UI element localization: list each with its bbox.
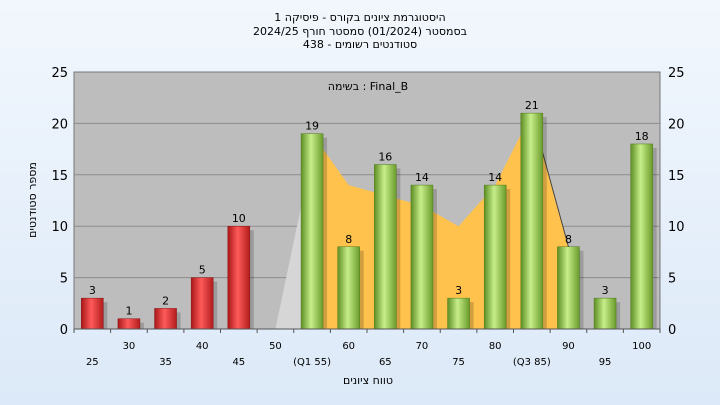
bar-95 — [593, 297, 617, 330]
y-tick-label-left: 5 — [60, 272, 68, 287]
bar-65 — [374, 164, 397, 330]
y-tick-label-right: 0 — [668, 323, 676, 338]
bar-30 — [117, 318, 141, 330]
chart-title: היסטוגרמת ציונים בקורס - פיסיקה 1 בסמסטר… — [253, 11, 467, 51]
bar-75 — [447, 297, 470, 330]
y-tick-label-left: 0 — [60, 323, 68, 338]
chart-title-line-3: סטודנטים רשומים - 438 — [303, 38, 417, 51]
x-tick-label: 60 — [342, 341, 355, 352]
data-label: 1 — [125, 305, 132, 318]
x-tick-label: 25 — [86, 357, 99, 368]
data-label: 16 — [378, 151, 392, 164]
bar-100 — [630, 143, 653, 330]
data-labels: 3 1 2 5 10 19 8 16 14 3 14 21 8 3 18 — [89, 99, 649, 318]
data-label: 3 — [455, 284, 462, 297]
y-tick-label-right: 10 — [668, 220, 685, 235]
data-label: 3 — [602, 284, 609, 297]
data-label: 14 — [415, 171, 429, 184]
chart-title-line-2: בסמסטר (01/2024) סמסטר חורף 2024/25 — [253, 25, 467, 38]
chart-title-line-1: היסטוגרמת ציונים בקורס - פיסיקה 1 — [274, 11, 445, 24]
data-label: 19 — [305, 120, 319, 133]
y-tick-label-right: 25 — [668, 66, 685, 81]
y-tick-label-right: 5 — [668, 272, 676, 287]
bar-85 — [520, 112, 544, 330]
x-tick-label: 100 — [632, 341, 651, 352]
x-tick-label: 30 — [123, 341, 136, 352]
x-tick-label: 40 — [196, 341, 209, 352]
y-tick-label-left: 15 — [51, 169, 68, 184]
x-tick-label: 70 — [416, 341, 429, 352]
bar-40 — [190, 277, 214, 330]
bar-45 — [227, 225, 251, 330]
data-label: 14 — [488, 171, 502, 184]
bars — [81, 112, 657, 330]
x-tick-label: 35 — [159, 357, 172, 368]
y-tick-label-left: 25 — [51, 66, 68, 81]
data-label: 18 — [635, 130, 649, 143]
bar-60 — [337, 246, 360, 330]
x-tick-label: (Q1 55) — [293, 357, 331, 368]
y-tick-label-left: 20 — [51, 117, 68, 132]
x-tick-label: 50 — [269, 341, 282, 352]
x-axis-title: טווח ציונים — [343, 374, 393, 387]
x-tick-label: (Q3 85) — [513, 357, 551, 368]
x-tick-label: 90 — [562, 341, 575, 352]
data-label: 2 — [162, 294, 169, 307]
data-label: 8 — [565, 233, 572, 246]
data-label: 3 — [89, 284, 96, 297]
x-tick-label: 95 — [599, 357, 612, 368]
x-tick-label: 65 — [379, 357, 392, 368]
bar-80 — [483, 184, 507, 330]
data-label: 10 — [232, 212, 246, 225]
bar-25 — [81, 297, 104, 330]
data-label: 8 — [345, 233, 352, 246]
bar-35 — [154, 308, 177, 330]
y-tick-label-right: 15 — [668, 169, 685, 184]
annotation-label: בשימה : Final_B — [328, 80, 408, 93]
data-label: 5 — [199, 264, 206, 277]
x-tick-label: 80 — [489, 341, 502, 352]
bar-55 — [300, 133, 324, 330]
bar-90 — [557, 246, 580, 330]
y-tick-label-right: 20 — [668, 117, 685, 132]
x-tick-label: 45 — [232, 357, 245, 368]
data-label: 21 — [525, 99, 539, 112]
x-tick-label: 75 — [452, 357, 465, 368]
bar-70 — [410, 184, 434, 330]
y-axis-title: מספר סטודנטים — [26, 162, 39, 238]
y-tick-label-left: 10 — [51, 220, 68, 235]
